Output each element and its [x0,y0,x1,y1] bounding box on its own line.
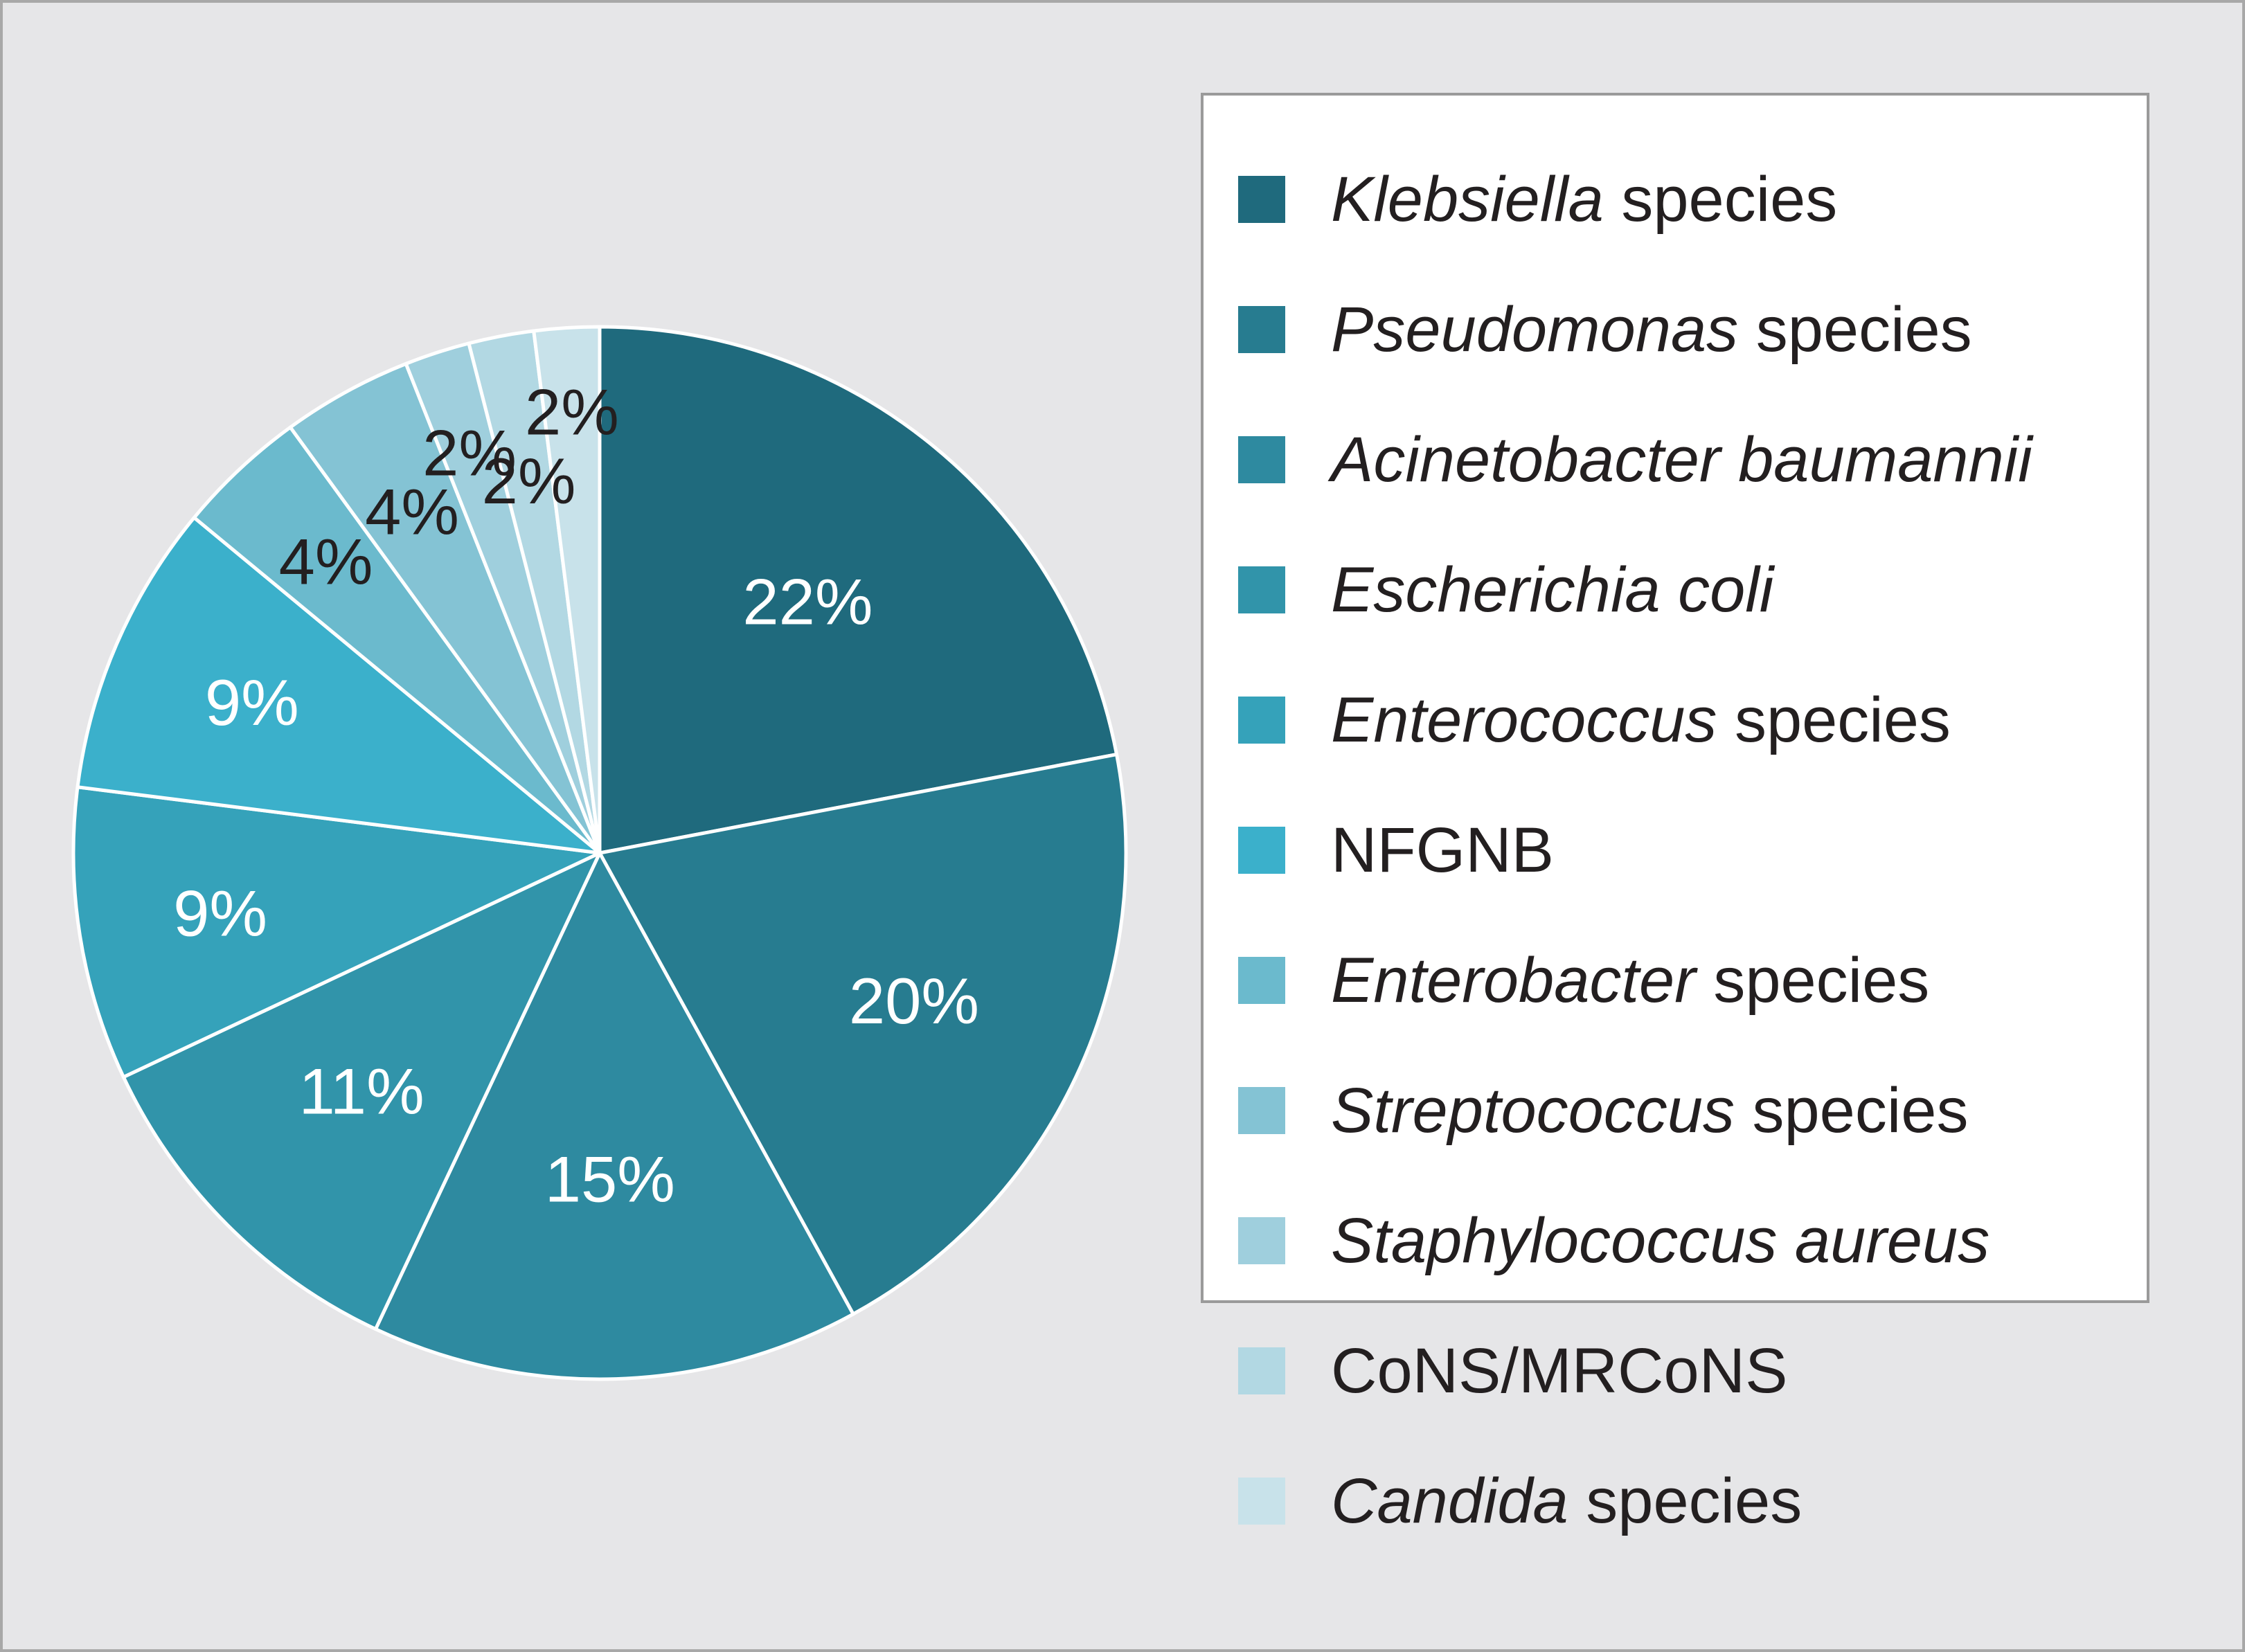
legend-item-11: Candida species [1204,1436,2147,1566]
legend-item-8: Streptococcus species [1204,1045,2147,1176]
legend-swatch [1238,306,1285,353]
pie-slice-1 [598,325,1119,855]
pie-slice-4 [121,851,602,1331]
pie-slice-11 [532,325,602,855]
legend-label-italic: Acinetobacter baumannii [1331,424,2032,495]
legend-label: NFGNB [1331,814,1554,887]
pie-value-label-1: 22% [742,565,873,638]
legend-swatch [1238,827,1285,874]
legend-label-italic: Klebsiella [1331,163,1604,235]
pie-slice-3 [373,851,855,1381]
legend-label: Escherichia coli [1331,554,1773,627]
pie-slice-2 [598,753,1128,1316]
legend-label: Staphylococcus aureus [1331,1205,1989,1277]
legend-swatch [1238,1478,1285,1525]
legend-item-4: Escherichia coli [1204,525,2147,655]
pie-value-label-8: 4% [365,476,459,548]
pie-slice-5 [71,785,602,1079]
legend-swatch [1238,1347,1285,1394]
legend-swatch [1238,566,1285,613]
pie-value-label-11: 2% [525,375,619,448]
legend-label: Acinetobacter baumannii [1331,424,2032,496]
pie-value-label-4: 11% [299,1054,424,1127]
legend-label-text: CoNS/MRCoNS [1331,1335,1788,1406]
legend-label: Enterococcus species [1331,684,1951,757]
legend-label-italic: Staphylococcus aureus [1331,1205,1990,1276]
pie-value-label-7: 4% [279,525,373,598]
legend-item-5: Enterococcus species [1204,655,2147,785]
pie-value-labels: 22%20%15%11%9%9%4%4%2%2%2% [173,375,979,1215]
pie-value-label-2: 20% [849,964,979,1037]
legend-swatch [1238,957,1285,1004]
legend-label-italic: Pseudomonas [1331,294,1739,365]
legend-label-text: NFGNB [1331,814,1554,886]
legend-item-9: Staphylococcus aureus [1204,1176,2147,1306]
legend-label: Enterobacter species [1331,944,1929,1017]
legend-label-text: species [1734,1075,1969,1146]
pie-value-label-3: 15% [545,1143,675,1216]
legend-item-1: Klebsiella species [1204,134,2147,264]
legend-item-7: Enterobacter species [1204,915,2147,1045]
legend-label-text: species [1695,944,1930,1016]
pie-slice-8 [288,361,602,855]
legend-label-italic: Enterococcus [1331,684,1717,755]
legend-label-italic: Streptococcus [1331,1075,1735,1146]
legend-label: Pseudomonas species [1331,294,1972,366]
legend-swatch [1238,436,1285,483]
legend-label: Klebsiella species [1331,163,1837,236]
legend-label-text: species [1738,294,1972,365]
legend-label-italic: Enterobacter [1331,944,1696,1016]
legend-item-10: CoNS/MRCoNS [1204,1306,2147,1436]
legend-label: Candida species [1331,1465,1802,1538]
pie-chart: 22%20%15%11%9%9%4%4%2%2%2% [71,325,1128,1381]
legend-label-text: species [1568,1465,1803,1536]
pie-slice-7 [192,425,602,855]
legend: Klebsiella species Pseudomonas species Aci… [1201,93,2149,1536]
legend-label-text: species [1603,163,1838,235]
pie-value-label-6: 9% [205,666,299,739]
legend-swatch [1238,697,1285,744]
legend-item-3: Acinetobacter baumannii [1204,395,2147,525]
legend-swatch [1238,1087,1285,1134]
legend-label-italic: Escherichia coli [1331,554,1774,625]
legend-label: CoNS/MRCoNS [1331,1335,1787,1408]
legend-label-italic: Candida [1331,1465,1568,1536]
legend-label: Streptococcus species [1331,1075,1968,1147]
legend-items: Klebsiella species Pseudomonas species Aci… [1204,134,2147,1566]
legend-item-2: Pseudomonas species [1204,264,2147,395]
pie-value-label-10: 2% [482,445,576,517]
legend-swatch [1238,176,1285,223]
legend-item-6: NFGNB [1204,785,2147,915]
pie-slice-6 [75,516,602,855]
pie-value-label-5: 9% [173,877,267,949]
legend-swatch [1238,1217,1285,1264]
legend-label-text: species [1717,684,1951,755]
pie-slices [71,325,1128,1381]
pie-value-label-9: 2% [422,416,517,489]
